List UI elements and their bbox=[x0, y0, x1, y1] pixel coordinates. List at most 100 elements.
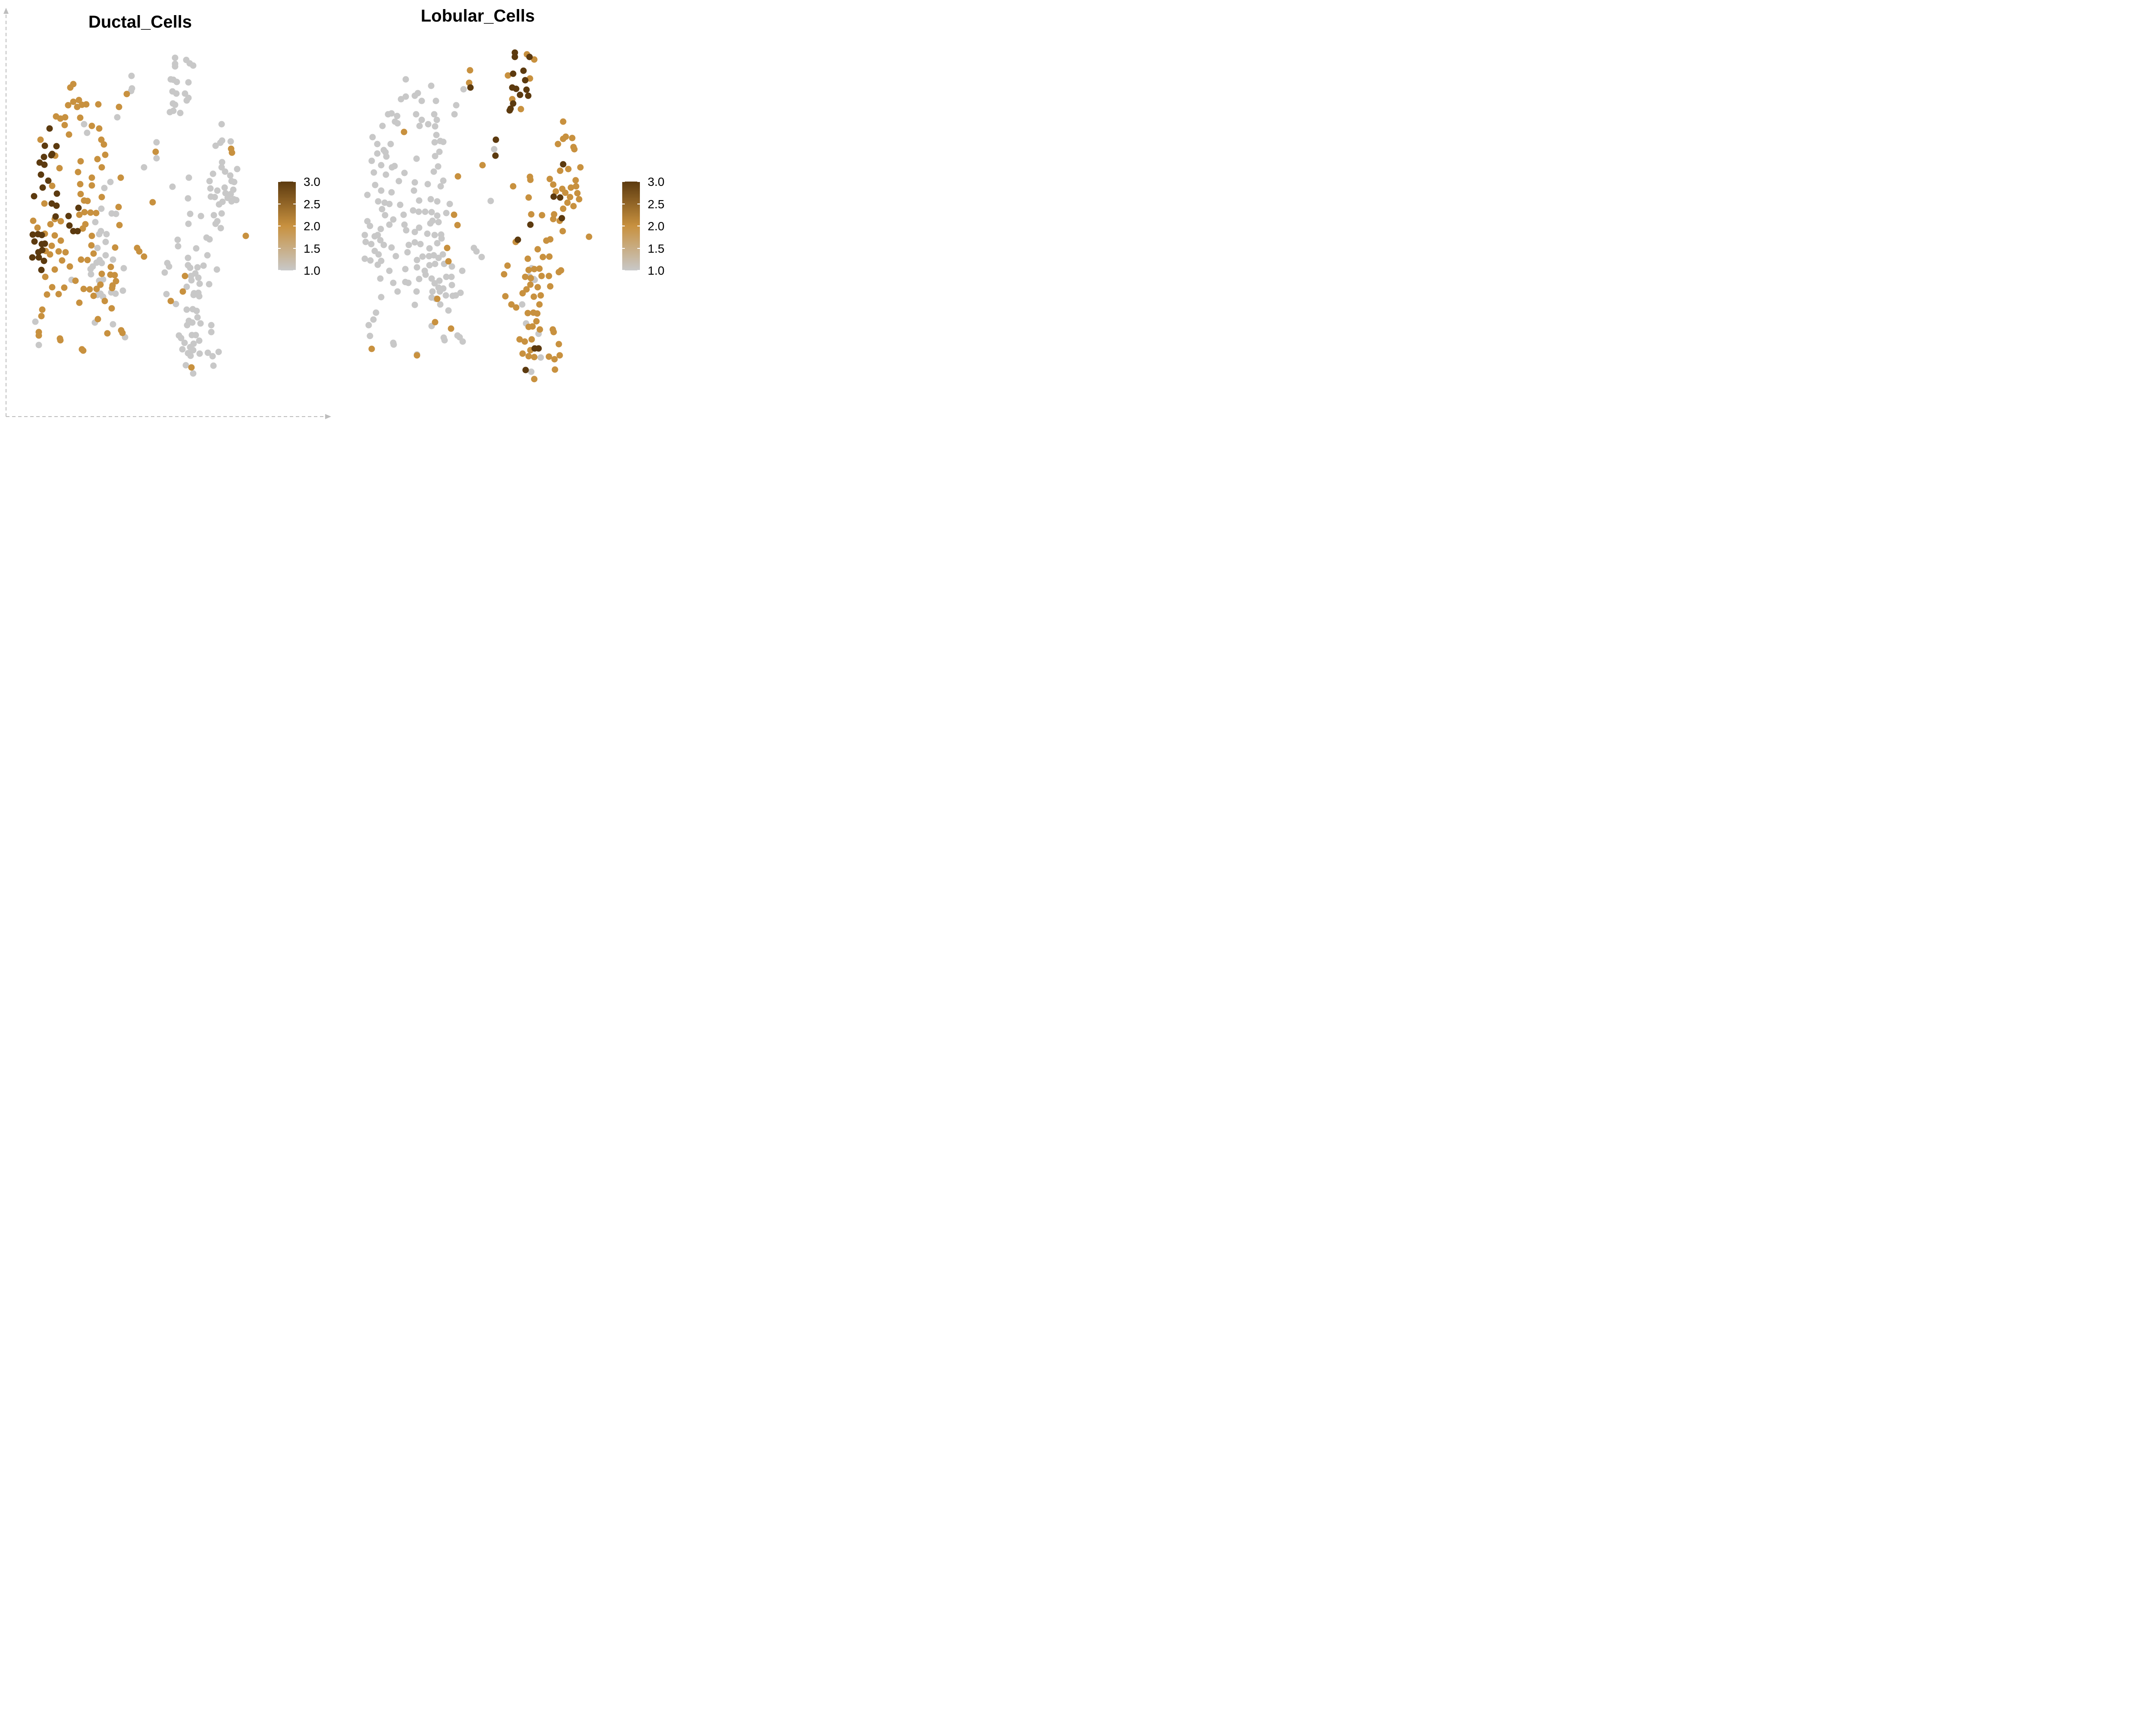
cell-point bbox=[445, 258, 452, 265]
cell-point bbox=[414, 257, 420, 263]
cell-point bbox=[424, 230, 431, 237]
cell-point bbox=[183, 306, 190, 313]
cell-point bbox=[77, 191, 84, 198]
cell-point bbox=[431, 280, 438, 287]
cell-point bbox=[411, 229, 418, 235]
cell-point bbox=[521, 338, 528, 345]
cell-point bbox=[179, 346, 186, 353]
cell-point bbox=[446, 201, 453, 207]
cell-point bbox=[424, 181, 431, 188]
cell-point bbox=[436, 277, 443, 284]
cell-point bbox=[88, 182, 95, 189]
cell-point bbox=[75, 169, 81, 176]
cell-point bbox=[383, 153, 390, 160]
cell-point bbox=[112, 290, 119, 297]
cell-point bbox=[434, 295, 441, 302]
cell-point bbox=[93, 285, 100, 292]
cell-point bbox=[163, 291, 170, 298]
cell-point bbox=[373, 309, 379, 316]
cell-point bbox=[414, 352, 420, 359]
cell-point bbox=[502, 293, 509, 300]
cell-point bbox=[229, 149, 235, 156]
cell-point bbox=[467, 67, 473, 74]
cell-point bbox=[196, 350, 203, 357]
cell-point bbox=[445, 307, 452, 314]
cell-point bbox=[448, 273, 455, 280]
cell-point bbox=[98, 260, 105, 267]
cell-point bbox=[35, 342, 42, 348]
cell-point bbox=[382, 212, 389, 219]
cell-point bbox=[411, 187, 417, 194]
cell-point bbox=[374, 232, 381, 238]
cell-point bbox=[103, 231, 110, 238]
cell-point bbox=[435, 219, 442, 226]
cell-point bbox=[98, 164, 105, 171]
cell-point bbox=[81, 209, 88, 216]
cell-point bbox=[182, 90, 188, 97]
cell-point bbox=[214, 187, 221, 194]
colorbar-lobular-tick: 1.0 bbox=[648, 264, 664, 277]
cell-point bbox=[117, 174, 124, 181]
cell-point bbox=[77, 114, 84, 121]
cell-point bbox=[378, 187, 385, 194]
cell-point bbox=[374, 150, 381, 157]
cell-point bbox=[170, 107, 177, 114]
cell-point bbox=[149, 199, 156, 206]
cell-point bbox=[531, 376, 538, 383]
cell-point bbox=[570, 203, 577, 210]
cell-point bbox=[415, 208, 422, 215]
cell-point bbox=[504, 262, 511, 269]
cell-point bbox=[565, 166, 572, 172]
cell-point bbox=[55, 291, 62, 298]
cell-point bbox=[76, 299, 83, 306]
cell-point bbox=[528, 336, 535, 343]
cell-point bbox=[550, 216, 557, 223]
cell-point bbox=[457, 289, 464, 296]
cell-point bbox=[386, 221, 393, 228]
cell-point bbox=[418, 116, 425, 123]
cell-point bbox=[116, 104, 122, 110]
cell-point bbox=[119, 287, 126, 294]
cell-point bbox=[372, 182, 379, 188]
cell-point bbox=[378, 162, 385, 169]
cell-point bbox=[545, 273, 552, 279]
cell-point bbox=[41, 257, 47, 264]
cell-point bbox=[196, 280, 203, 287]
cell-point bbox=[39, 184, 46, 191]
cell-point bbox=[174, 236, 181, 243]
cell-point bbox=[88, 174, 95, 181]
cell-point bbox=[102, 252, 109, 259]
colorbar-ductal-tick: 3.0 bbox=[304, 175, 320, 188]
cell-point bbox=[391, 163, 398, 169]
panel-title-lobular: Lobular_Cells bbox=[421, 6, 535, 25]
cell-point bbox=[394, 288, 401, 295]
cell-point bbox=[390, 279, 397, 286]
cell-point bbox=[524, 255, 531, 262]
cell-point bbox=[533, 318, 540, 325]
cell-point bbox=[112, 244, 119, 251]
cell-point bbox=[552, 188, 559, 195]
cell-point bbox=[525, 353, 532, 360]
cell-point bbox=[555, 341, 562, 348]
cell-point bbox=[443, 273, 450, 280]
cell-point bbox=[491, 146, 498, 153]
cell-point bbox=[443, 210, 450, 216]
cell-point bbox=[190, 292, 197, 298]
cell-point bbox=[559, 228, 566, 235]
cell-point bbox=[218, 164, 225, 171]
cell-point bbox=[153, 155, 160, 162]
cell-point bbox=[41, 240, 48, 247]
cell-point bbox=[416, 122, 423, 129]
cell-point bbox=[37, 136, 44, 143]
cell-point bbox=[113, 278, 119, 285]
cell-point bbox=[550, 329, 557, 336]
cell-point bbox=[436, 148, 443, 155]
cell-point bbox=[111, 272, 118, 279]
cell-point bbox=[110, 321, 116, 328]
cell-point bbox=[52, 213, 59, 220]
cell-point bbox=[440, 177, 447, 184]
cell-point bbox=[45, 177, 52, 184]
cell-point bbox=[434, 212, 441, 219]
cell-point bbox=[212, 220, 219, 227]
cell-point bbox=[208, 322, 215, 329]
